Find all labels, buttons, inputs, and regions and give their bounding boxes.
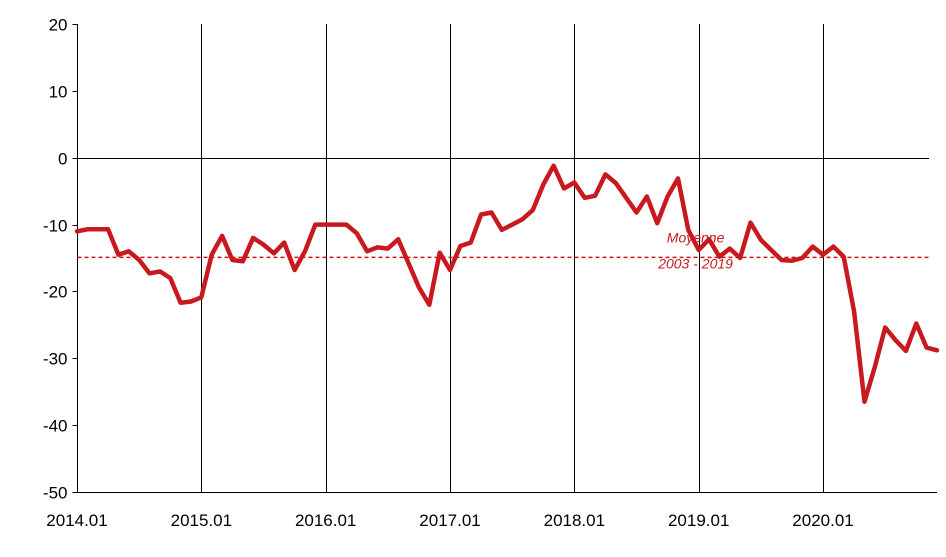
series-line: [74, 163, 940, 404]
x-tick-label: 2014.01: [46, 511, 107, 530]
y-tick-label: -30: [43, 350, 68, 369]
x-tick-label: 2017.01: [419, 511, 480, 530]
axes: [72, 24, 937, 493]
y-tick-label: 10: [49, 83, 68, 102]
tick-labels: 20 10 0 -10 -20 -30 -40 -50 2014.01 2015.01 2016.0…: [43, 16, 854, 531]
x-tick-label: 2015.01: [171, 511, 232, 530]
x-tick-label: 2020.01: [792, 511, 853, 530]
x-tick-label: 2018.01: [544, 511, 605, 530]
y-tick-label: -50: [43, 484, 68, 503]
y-tick-label: -40: [43, 417, 68, 436]
y-tick-label: -10: [43, 217, 68, 236]
series: [74, 163, 940, 404]
y-tick-label: -20: [43, 283, 68, 302]
x-tick-label: 2016.01: [295, 511, 356, 530]
annotations: Moyenne 2003 - 2019: [657, 230, 733, 272]
y-tick-label: 20: [49, 16, 68, 35]
average-label-line2: 2003 - 2019: [657, 256, 733, 272]
x-tick-label: 2019.01: [668, 511, 729, 530]
y-tick-label: 0: [58, 150, 67, 169]
average-label-line1: Moyenne: [667, 230, 725, 246]
